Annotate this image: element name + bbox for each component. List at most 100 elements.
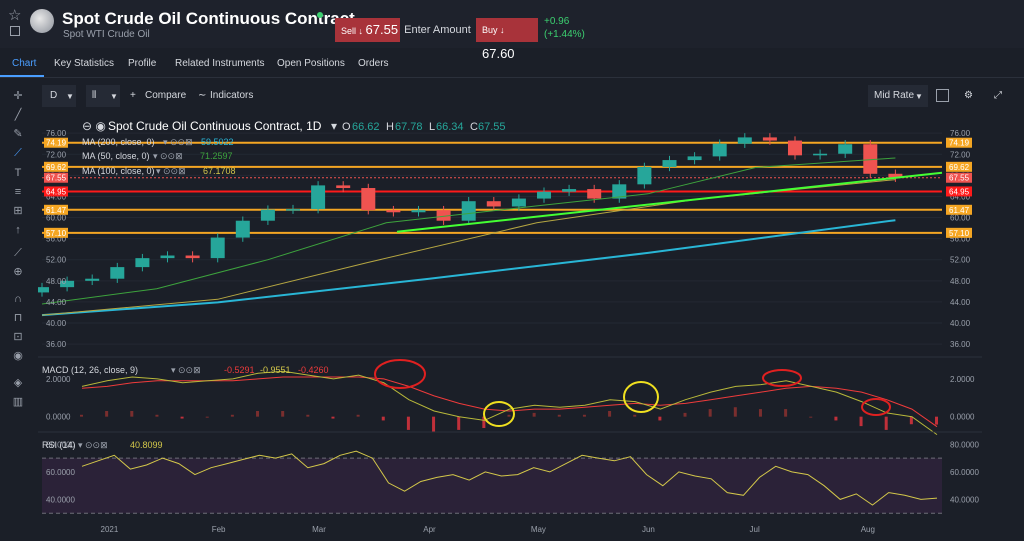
rsi-tick-label: 80.0000	[950, 440, 979, 449]
eye-icon[interactable]: ◉	[13, 350, 23, 362]
lock-draw-icon[interactable]: ⊓	[13, 312, 23, 324]
macd-histogram-bar	[406, 416, 410, 430]
x-tick-label: Jul	[750, 525, 760, 534]
level-tag	[946, 227, 972, 238]
measure-tool-icon[interactable]: ⊞	[13, 205, 23, 217]
rsi-axis: 80.0000 80.0000 60.0000 60.0000 40.0000 40.00…	[46, 440, 979, 504]
macd-histogram-bar	[80, 414, 83, 417]
indicators-button[interactable]: Indicators	[210, 90, 254, 101]
ohlc-l-key: L	[429, 121, 435, 133]
tab-key-statistics[interactable]: Key Statistics	[54, 58, 115, 69]
candle	[813, 153, 828, 156]
layers-icon[interactable]: ◈	[13, 377, 23, 389]
macd-panel[interactable]: 2.0000 2.0000 0.0000 0.0000 MACD (12, 26, c…	[42, 359, 975, 436]
candle	[863, 144, 878, 174]
price-panel[interactable]: 36.00 36.00 40.00 40.00 44.00 44.00 48.00 48.00…	[38, 119, 972, 349]
magnet-icon[interactable]: ∩	[14, 293, 22, 305]
candle	[562, 189, 577, 192]
macd-tick-label-left: 0.0000	[46, 413, 71, 422]
candle	[762, 137, 777, 141]
interval-select[interactable]	[42, 85, 76, 107]
macd-axis: 2.0000 2.0000 0.0000 0.0000	[46, 375, 975, 422]
macd-controls[interactable]: ▾ ⊙⊙⊠	[171, 365, 201, 375]
trash-icon[interactable]: ▥	[12, 396, 24, 408]
pencil-icon[interactable]: ✎	[13, 128, 23, 140]
candle	[486, 201, 501, 207]
y-tick-label-left: 56.00	[46, 235, 67, 244]
macd-histogram-bar	[105, 411, 109, 417]
sell-button[interactable]: Sell ↓ 67.55	[335, 18, 400, 42]
lock-icon[interactable]: ⊡	[13, 331, 23, 343]
macd-histogram-bar	[834, 416, 838, 421]
legend-ma200-controls[interactable]: ▾ ⊙⊙⊠	[163, 137, 193, 147]
candle	[185, 255, 200, 259]
fib-tool-icon[interactable]: ≡	[14, 186, 22, 198]
tab-profile[interactable]: Profile	[128, 58, 157, 69]
level-tag-text: 74.19	[949, 139, 970, 148]
trendline-tool-icon[interactable]: ╱	[14, 109, 22, 121]
buy-button[interactable]: Buy ↓ 67.60	[476, 18, 538, 61]
macd-tick-label: 2.0000	[950, 375, 975, 384]
grid-icon[interactable]	[10, 26, 20, 36]
y-tick-label: 76.00	[950, 129, 971, 138]
pattern-tool-icon[interactable]: ⟋	[14, 147, 22, 159]
legend-ma50-controls[interactable]: ▾ ⊙⊙⊠	[153, 151, 183, 161]
arrow-up-icon[interactable]: ↑	[15, 224, 21, 236]
chevron-down-icon[interactable]: ▾	[331, 119, 337, 133]
main-legend: ⊖ ◉ Spot Crude Oil Continuous Contract, …	[82, 119, 506, 176]
collapse-icon[interactable]: ⊖ ◉	[82, 119, 106, 133]
chevron-down-icon: ▼	[110, 92, 118, 101]
enter-amount-field[interactable]: Enter Amount	[404, 24, 471, 36]
rate-select[interactable]	[868, 85, 928, 107]
chart-area[interactable]: 36.00 36.00 40.00 40.00 44.00 44.00 48.00 48.00…	[38, 114, 982, 541]
rate-value: Mid Rate	[874, 90, 915, 101]
candle	[737, 137, 752, 144]
chart-toolbar: D ▼ ⫴ ▼ + Compare ∼ Indicators Mid Rate …	[0, 78, 1024, 114]
crosshair-icon[interactable]: ✛	[13, 90, 23, 102]
macd-histogram-bar	[155, 414, 159, 417]
rsi-panel[interactable]: 80.0000 80.0000 60.0000 60.0000 40.0000 40.00…	[42, 440, 979, 514]
tab-chart[interactable]: Chart	[12, 58, 37, 69]
fullscreen-icon[interactable]: ⤢	[994, 90, 1002, 101]
ohlc-c-key: C	[470, 121, 478, 133]
screenshot-icon[interactable]	[936, 89, 949, 102]
x-tick-label: Aug	[861, 525, 875, 534]
level-tag-text: 57.10	[949, 229, 970, 238]
last-price-tag-left-text: 67.55	[46, 174, 67, 183]
rsi-line	[81, 450, 938, 506]
candle	[436, 210, 451, 221]
rsi-controls[interactable]: ▾ ⊙⊙⊠	[78, 440, 108, 450]
candle	[838, 144, 853, 154]
rsi-tick-label: 40.0000	[950, 495, 979, 504]
macd-tick-label-left: 2.0000	[46, 375, 71, 384]
tab-orders[interactable]: Orders	[358, 58, 389, 69]
candle	[311, 185, 326, 210]
macd-value-2: -0.9551	[260, 365, 291, 375]
macd-histogram-bar	[909, 416, 913, 425]
tab-open-positions[interactable]: Open Positions	[277, 58, 345, 69]
candle	[110, 267, 125, 279]
text-tool-icon[interactable]: T	[14, 167, 22, 179]
tab-bar: Chart Key Statistics Profile Related Ins…	[0, 52, 1024, 78]
candle	[587, 189, 602, 199]
x-tick-label: May	[531, 525, 546, 534]
x-tick-label: Feb	[212, 525, 226, 534]
macd-histogram-bar	[532, 412, 536, 417]
instrument-header: ☆ Spot Crude Oil Continuous Contract Spo…	[0, 0, 1024, 61]
last-price-tag-text: 67.55	[949, 174, 970, 183]
gear-icon[interactable]: ⚙	[964, 90, 973, 101]
tab-related-instruments[interactable]: Related Instruments	[175, 58, 265, 69]
legend-ma100-controls[interactable]: ▾ ⊙⊙⊠	[156, 166, 186, 176]
compare-button[interactable]: Compare	[145, 90, 187, 101]
level-tag-left-text: 74.19	[46, 139, 67, 148]
legend-ma50-name: MA (50, close, 0)	[82, 151, 150, 161]
macd-histogram-bar	[708, 409, 712, 417]
star-icon[interactable]: ☆	[8, 7, 22, 24]
zoom-icon[interactable]: ⊕	[13, 266, 23, 278]
ohlc-low: 66.34	[436, 121, 464, 133]
chart-type-select[interactable]	[86, 85, 120, 107]
x-tick-label: Mar	[312, 525, 326, 534]
legend-ma200-name: MA (200, close, 0)	[82, 137, 155, 147]
level-tag-left-text: 61.47	[46, 206, 67, 215]
ruler-icon[interactable]: ⟋	[14, 247, 22, 259]
